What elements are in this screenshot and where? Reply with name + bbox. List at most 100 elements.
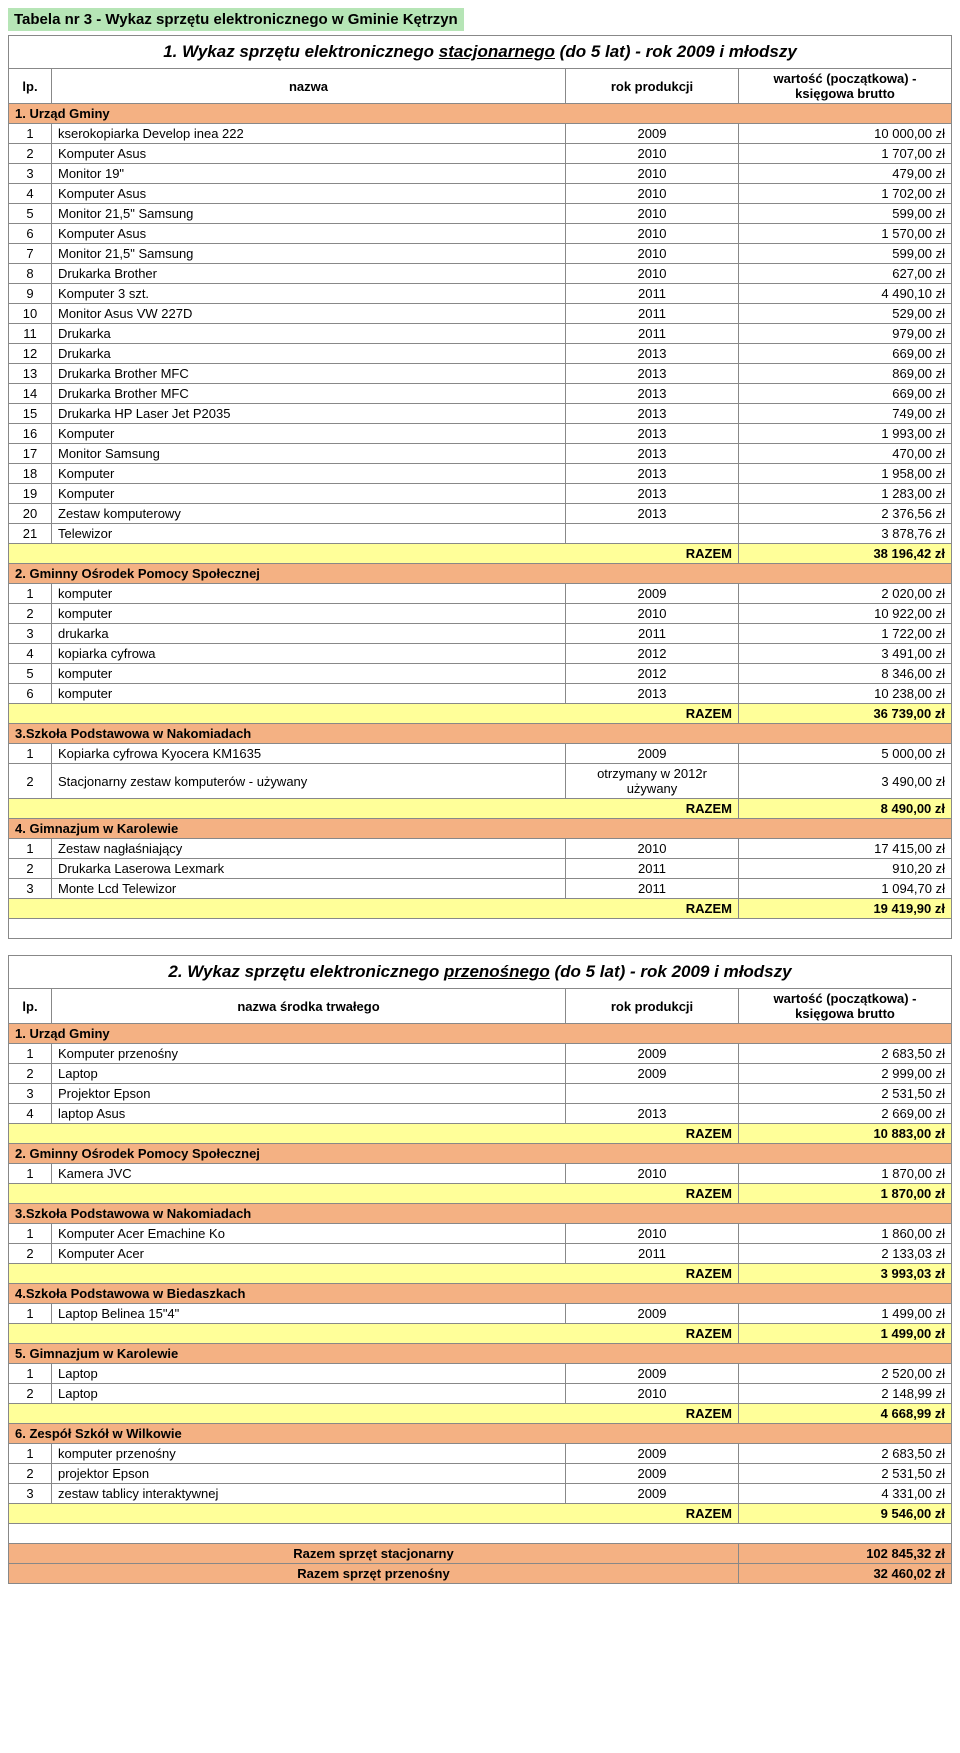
cell-name: Komputer 3 szt. [52, 284, 566, 304]
cell-lp: 14 [9, 384, 52, 404]
cell-name: Zestaw komputerowy [52, 504, 566, 524]
table-stationary: 1. Wykaz sprzętu elektronicznego stacjon… [8, 35, 952, 939]
cell-year: 2013 [566, 684, 739, 704]
cell-year: 2010 [566, 264, 739, 284]
cell-value: 17 415,00 zł [739, 839, 952, 859]
header-name: nazwa [52, 69, 566, 104]
table-row: 1Laptop Belinea 15"4"20091 499,00 zł [9, 1304, 952, 1324]
table-row: 15Drukarka HP Laser Jet P20352013749,00 … [9, 404, 952, 424]
cell-lp: 18 [9, 464, 52, 484]
cell-year: 2010 [566, 244, 739, 264]
cell-lp: 13 [9, 364, 52, 384]
cell-name: kopiarka cyfrowa [52, 644, 566, 664]
cell-value: 1 722,00 zł [739, 624, 952, 644]
group-header: 2. Gminny Ośrodek Pomocy Społecznej [9, 564, 952, 584]
subtotal-value: 4 668,99 zł [739, 1404, 952, 1424]
table-row: 2Stacjonarny zestaw komputerów - używany… [9, 764, 952, 799]
table-row: 3Projektor Epson2 531,50 zł [9, 1084, 952, 1104]
cell-year: 2011 [566, 324, 739, 344]
cell-lp: 8 [9, 264, 52, 284]
cell-lp: 1 [9, 124, 52, 144]
cell-value: 8 346,00 zł [739, 664, 952, 684]
cell-name: kserokopiarka Develop inea 222 [52, 124, 566, 144]
subtotal-row: RAZEM10 883,00 zł [9, 1124, 952, 1144]
cell-year: 2011 [566, 1244, 739, 1264]
table-row: 8Drukarka Brother2010627,00 zł [9, 264, 952, 284]
cell-value: 2 520,00 zł [739, 1364, 952, 1384]
cell-value: 1 993,00 zł [739, 424, 952, 444]
cell-name: Drukarka Brother MFC [52, 364, 566, 384]
cell-year [566, 524, 739, 544]
cell-value: 2 376,56 zł [739, 504, 952, 524]
cell-year: 2010 [566, 204, 739, 224]
subtotal-value: 8 490,00 zł [739, 799, 952, 819]
cell-year: 2013 [566, 1104, 739, 1124]
table-row: 1Kopiarka cyfrowa Kyocera KM163520095 00… [9, 744, 952, 764]
subtotal-value: 1 499,00 zł [739, 1324, 952, 1344]
table-row: 3zestaw tablicy interaktywnej20094 331,0… [9, 1484, 952, 1504]
cell-value: 2 683,50 zł [739, 1044, 952, 1064]
cell-value: 1 283,00 zł [739, 484, 952, 504]
group-header: 3.Szkoła Podstawowa w Nakomiadach [9, 724, 952, 744]
cell-name: Zestaw nagłaśniający [52, 839, 566, 859]
section-title: 1. Wykaz sprzętu elektronicznego stacjon… [9, 36, 952, 69]
summary-label: Razem sprzęt przenośny [9, 1564, 739, 1584]
cell-year: 2012 [566, 644, 739, 664]
cell-name: komputer [52, 684, 566, 704]
cell-value: 3 878,76 zł [739, 524, 952, 544]
cell-name: Monte Lcd Telewizor [52, 879, 566, 899]
table-row: 5komputer20128 346,00 zł [9, 664, 952, 684]
subtotal-row: RAZEM8 490,00 zł [9, 799, 952, 819]
cell-year: 2011 [566, 879, 739, 899]
table-portable: 2. Wykaz sprzętu elektronicznego przenoś… [8, 955, 952, 1584]
table-row: 2komputer201010 922,00 zł [9, 604, 952, 624]
cell-year: 2013 [566, 464, 739, 484]
cell-name: Drukarka [52, 344, 566, 364]
cell-value: 1 094,70 zł [739, 879, 952, 899]
group-header: 4.Szkoła Podstawowa w Biedaszkach [9, 1284, 952, 1304]
table-row: 3Monte Lcd Telewizor20111 094,70 zł [9, 879, 952, 899]
table-row: 6Komputer Asus20101 570,00 zł [9, 224, 952, 244]
header-value: wartość (początkowa) - księgowa brutto [739, 69, 952, 104]
header-year: rok produkcji [566, 69, 739, 104]
cell-lp: 1 [9, 744, 52, 764]
cell-value: 599,00 zł [739, 204, 952, 224]
cell-value: 3 491,00 zł [739, 644, 952, 664]
cell-lp: 19 [9, 484, 52, 504]
subtotal-label: RAZEM [9, 899, 739, 919]
cell-lp: 1 [9, 839, 52, 859]
cell-year: 2011 [566, 304, 739, 324]
cell-year: 2011 [566, 284, 739, 304]
cell-lp: 17 [9, 444, 52, 464]
cell-name: Monitor 21,5" Samsung [52, 244, 566, 264]
cell-value: 10 000,00 zł [739, 124, 952, 144]
cell-value: 3 490,00 zł [739, 764, 952, 799]
table-row: 1Laptop20092 520,00 zł [9, 1364, 952, 1384]
cell-name: laptop Asus [52, 1104, 566, 1124]
cell-lp: 15 [9, 404, 52, 424]
group-header: 6. Zespół Szkół w Wilkowie [9, 1424, 952, 1444]
cell-name: Komputer [52, 424, 566, 444]
cell-name: Komputer Asus [52, 144, 566, 164]
subtotal-label: RAZEM [9, 1184, 739, 1204]
cell-year: 2011 [566, 624, 739, 644]
cell-lp: 2 [9, 859, 52, 879]
cell-name: Komputer Asus [52, 224, 566, 244]
cell-name: Drukarka Brother MFC [52, 384, 566, 404]
table-row: 2Komputer Acer20112 133,03 zł [9, 1244, 952, 1264]
subtotal-row: RAZEM1 870,00 zł [9, 1184, 952, 1204]
cell-value: 749,00 zł [739, 404, 952, 424]
cell-lp: 21 [9, 524, 52, 544]
cell-value: 4 331,00 zł [739, 1484, 952, 1504]
cell-lp: 6 [9, 684, 52, 704]
table-row: 18Komputer20131 958,00 zł [9, 464, 952, 484]
cell-name: komputer przenośny [52, 1444, 566, 1464]
table-row: 20Zestaw komputerowy20132 376,56 zł [9, 504, 952, 524]
cell-lp: 11 [9, 324, 52, 344]
cell-value: 4 490,10 zł [739, 284, 952, 304]
cell-name: Laptop Belinea 15"4" [52, 1304, 566, 1324]
cell-year: 2009 [566, 1464, 739, 1484]
subtotal-value: 1 870,00 zł [739, 1184, 952, 1204]
table-row: 5Monitor 21,5" Samsung2010599,00 zł [9, 204, 952, 224]
cell-value: 869,00 zł [739, 364, 952, 384]
